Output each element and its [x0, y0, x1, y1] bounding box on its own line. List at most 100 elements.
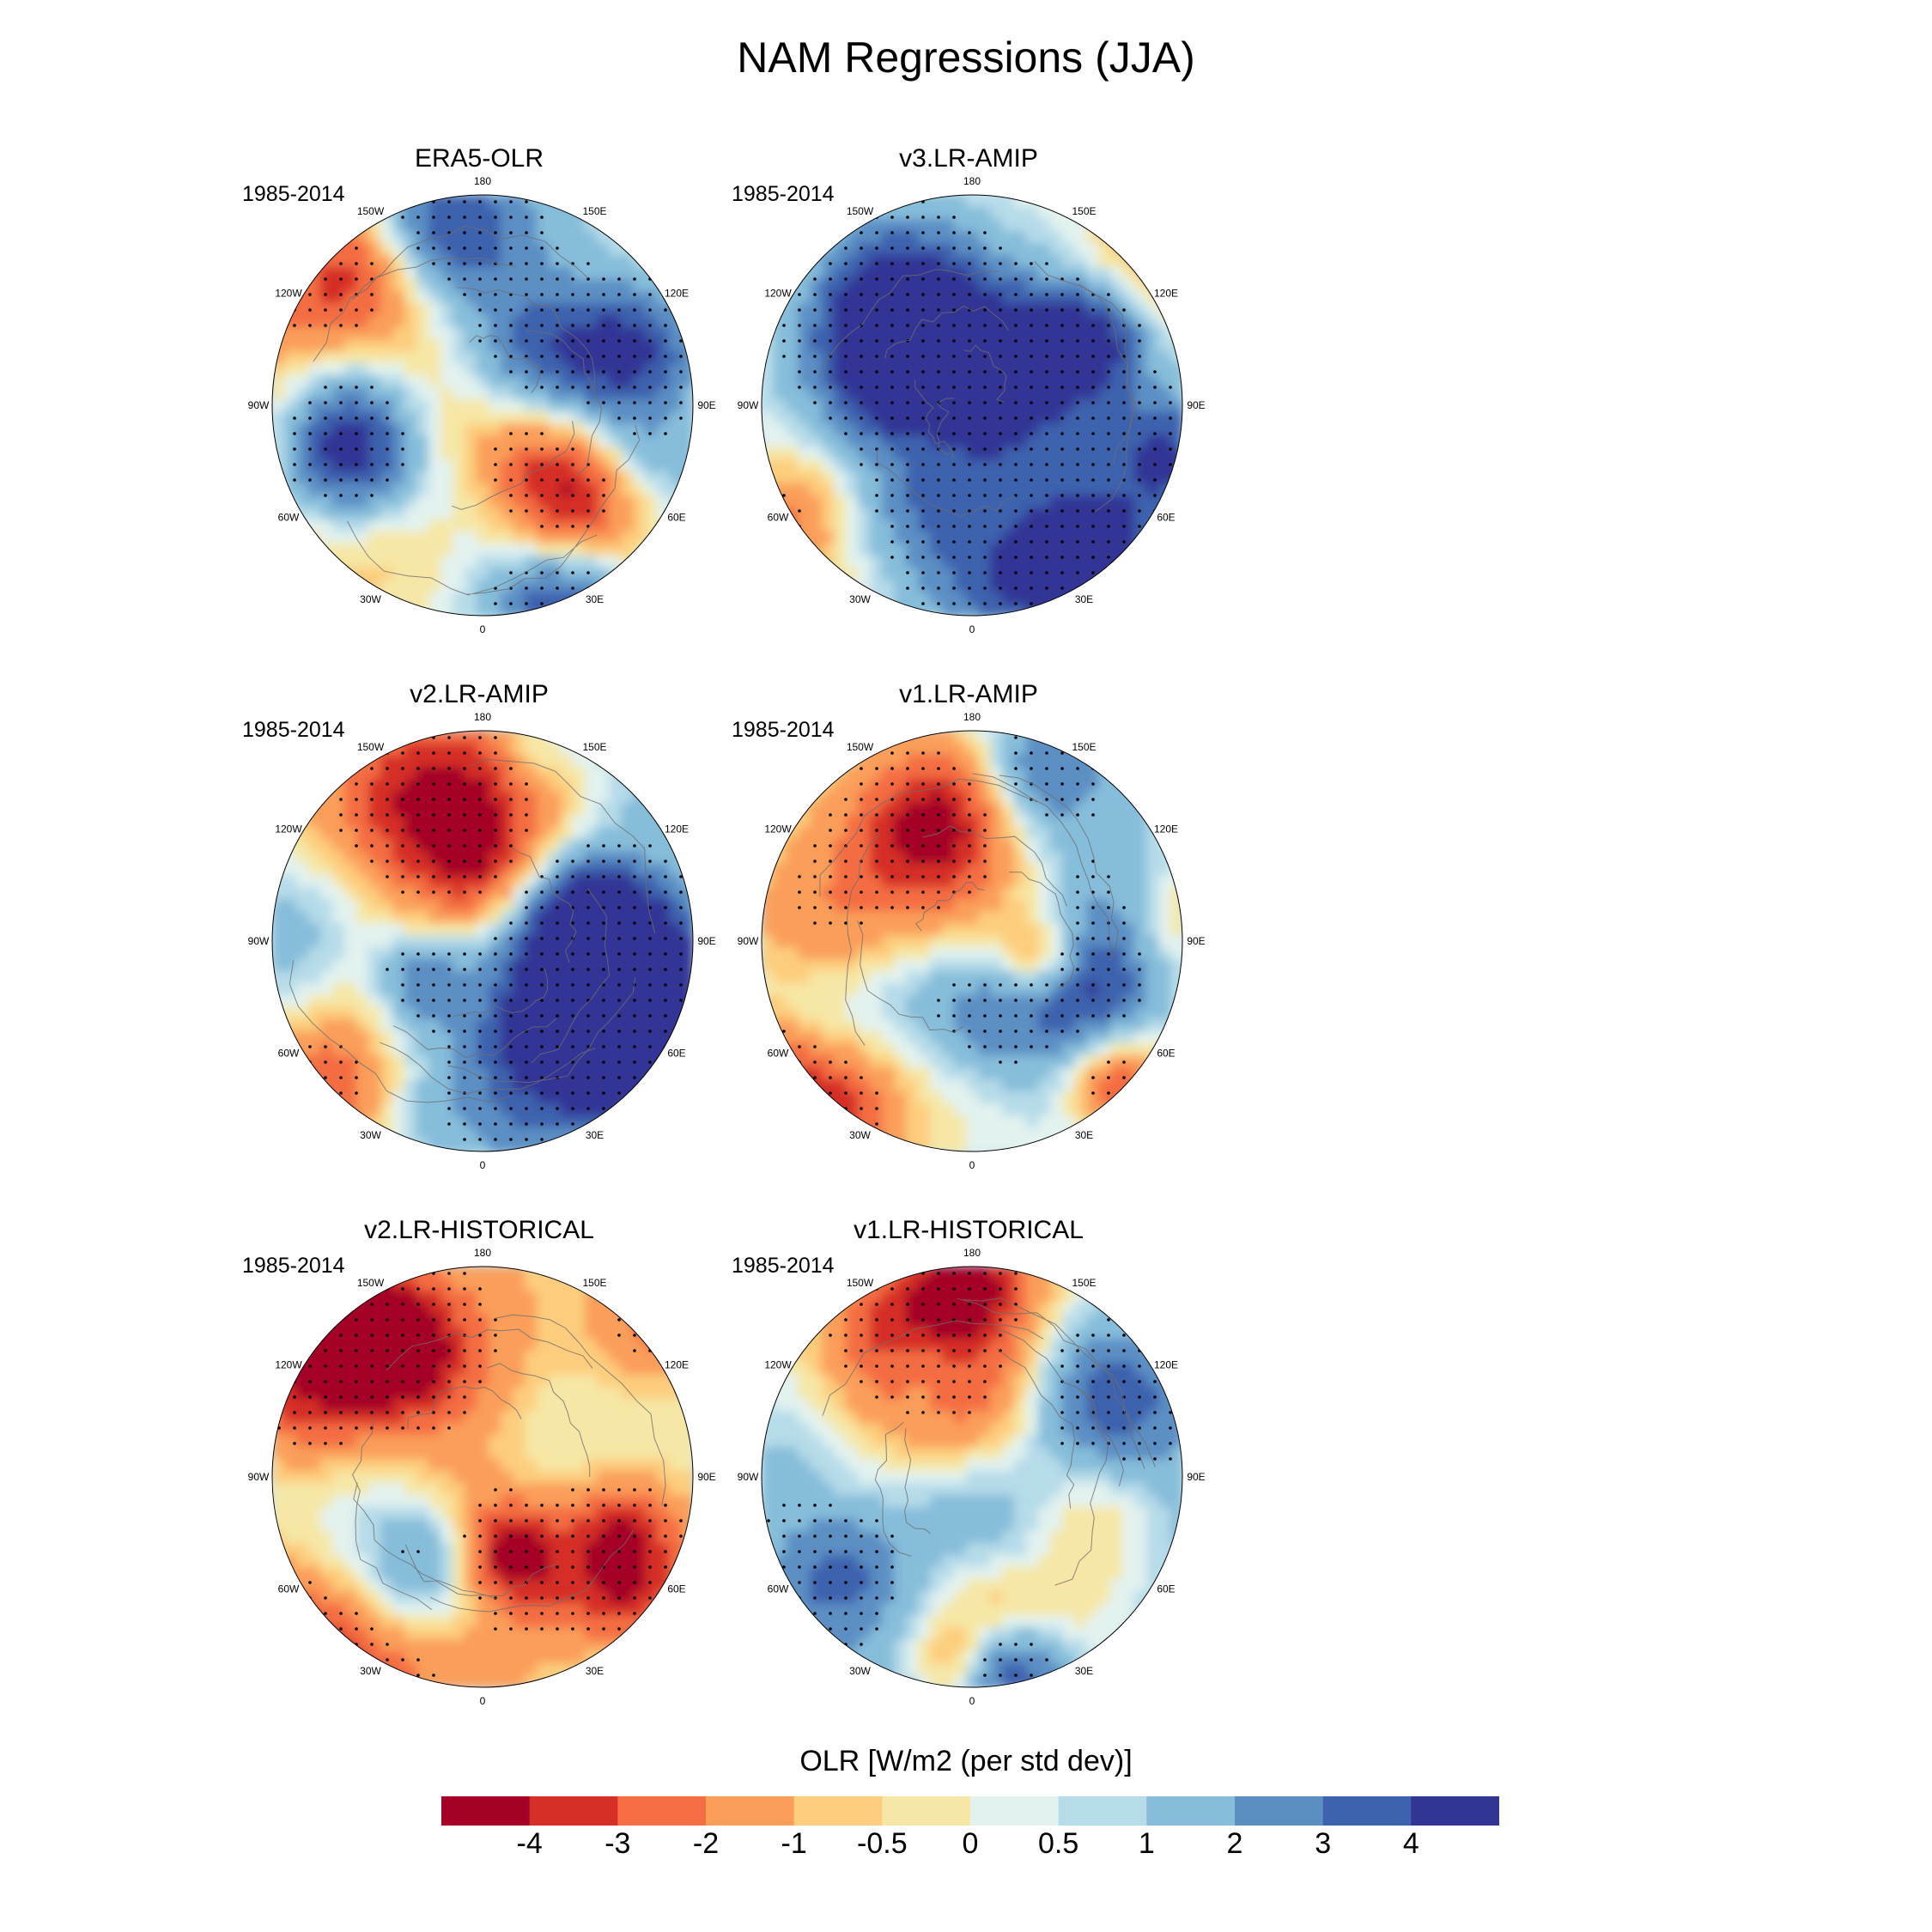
colorbar-swatch — [1235, 1796, 1324, 1826]
colorbar-tick-label: 3 — [1315, 1827, 1332, 1860]
panel-title: ERA5-OLR — [414, 144, 544, 173]
colorbar-tick-label: -1 — [781, 1827, 807, 1860]
longitude-label: 30E — [586, 593, 604, 605]
colorbar-tick-label: -3 — [605, 1827, 631, 1860]
longitude-label: 150E — [1072, 205, 1096, 217]
longitude-label: 60W — [768, 512, 789, 524]
longitude-label: 180 — [474, 711, 491, 723]
colorbar-swatch — [1058, 1796, 1147, 1826]
period-label: 1985-2014 — [242, 1254, 345, 1278]
polar-map: 180 150E 120E 90E 60E 30E 0 30W 60W 90W 120W 150W — [738, 175, 1206, 635]
longitude-label: 90W — [248, 399, 270, 411]
longitude-label: 90E — [1187, 399, 1205, 411]
longitude-label: 30W — [360, 1129, 381, 1141]
colorbar-swatch — [617, 1796, 707, 1826]
polar-map: 180 150E 120E 90E 60E 30E 0 30W 60W 90W 120W 150W — [738, 711, 1206, 1171]
longitude-label: 30W — [360, 1665, 381, 1677]
longitude-label: 0 — [480, 1695, 486, 1707]
longitude-label: 180 — [963, 175, 981, 187]
olr-field — [272, 1267, 693, 1687]
longitude-label: 0 — [480, 1159, 486, 1171]
longitude-label: 90W — [248, 1471, 270, 1483]
longitude-label: 60E — [1157, 1048, 1175, 1060]
colorbar-swatch — [793, 1796, 883, 1826]
longitude-label: 60E — [667, 1583, 685, 1595]
longitude-label: 120E — [665, 823, 689, 835]
longitude-label: 30W — [849, 1665, 871, 1677]
polar-map: 180 150E 120E 90E 60E 30E 0 30W 60W 90W 120W 150W — [248, 711, 716, 1171]
longitude-label: 0 — [969, 1695, 975, 1707]
longitude-label: 30E — [586, 1665, 604, 1677]
longitude-label: 120E — [665, 288, 689, 300]
figure-title: NAM Regressions (JJA) — [737, 33, 1195, 82]
coastlines — [819, 773, 1119, 1046]
map-border — [761, 730, 1183, 1152]
longitude-label: 120W — [275, 823, 302, 835]
panel-title: v1.LR-AMIP — [899, 680, 1038, 708]
longitude-label: 180 — [474, 175, 491, 187]
map-border — [761, 194, 1183, 617]
longitude-label: 150W — [357, 205, 385, 217]
olr-field — [762, 1267, 1182, 1687]
colorbar-tick-label: 2 — [1226, 1827, 1243, 1860]
colorbar-title: OLR [W/m2 (per std dev)] — [799, 1745, 1133, 1777]
polar-map: 180 150E 120E 90E 60E 30E 0 30W 60W 90W 120W 150W — [248, 1247, 716, 1707]
longitude-label: 120E — [1154, 823, 1178, 835]
colorbar-tick-label: 1 — [1138, 1827, 1155, 1860]
longitude-label: 0 — [480, 623, 486, 635]
longitude-label: 30E — [586, 1129, 604, 1141]
longitude-label: 60W — [768, 1583, 789, 1595]
longitude-label: 30W — [849, 1129, 871, 1141]
longitude-label: 60W — [278, 1048, 300, 1060]
longitude-label: 150W — [847, 1277, 874, 1289]
longitude-label: 90W — [738, 399, 759, 411]
olr-field — [762, 195, 1182, 616]
longitude-label: 120W — [275, 1359, 302, 1371]
coastlines — [289, 758, 656, 1103]
longitude-label: 90E — [697, 935, 715, 947]
period-label: 1985-2014 — [732, 1254, 835, 1278]
longitude-label: 120E — [1154, 288, 1178, 300]
colorbar-tick-label: 4 — [1402, 1827, 1419, 1860]
olr-field — [272, 195, 693, 616]
map-panel: 180 150E 120E 90E 60E 30E 0 30W 60W 90W 120W 150W v2… — [239, 680, 720, 1195]
colorbar-swatch — [441, 1796, 531, 1826]
longitude-label: 90E — [1187, 1471, 1205, 1483]
longitude-label: 150W — [847, 205, 874, 217]
longitude-label: 60E — [667, 512, 685, 524]
map-border — [271, 1266, 694, 1688]
olr-field — [762, 731, 1182, 1151]
longitude-label: 0 — [969, 1159, 975, 1171]
map-border — [271, 730, 694, 1152]
longitude-label: 90E — [697, 399, 715, 411]
map-border — [761, 1266, 1183, 1688]
polar-map: 180 150E 120E 90E 60E 30E 0 30W 60W 90W 120W 150W — [248, 175, 716, 635]
panel-title: v2.LR-AMIP — [410, 680, 549, 708]
longitude-label: 120E — [665, 1359, 689, 1371]
colorbar-swatch — [882, 1796, 971, 1826]
longitude-label: 60W — [278, 512, 300, 524]
longitude-label: 60E — [667, 1048, 685, 1060]
colorbar-swatch — [970, 1796, 1060, 1826]
colorbar-swatch — [529, 1796, 618, 1826]
longitude-label: 120W — [275, 288, 302, 300]
olr-field — [272, 731, 693, 1151]
map-panel: 180 150E 120E 90E 60E 30E 0 30W 60W 90W 120W 150W v3… — [728, 144, 1209, 659]
longitude-label: 30E — [1075, 1129, 1093, 1141]
longitude-label: 150E — [582, 1277, 606, 1289]
colorbar — [441, 1796, 1499, 1826]
longitude-label: 150W — [357, 1277, 385, 1289]
longitude-label: 150E — [1072, 741, 1096, 753]
coastlines — [818, 261, 1137, 518]
colorbar-swatch — [1146, 1796, 1236, 1826]
longitude-label: 90E — [697, 1471, 715, 1483]
longitude-label: 150W — [847, 741, 874, 753]
longitude-label: 180 — [963, 711, 981, 723]
longitude-label: 60W — [278, 1583, 300, 1595]
longitude-label: 90W — [248, 935, 270, 947]
longitude-label: 30W — [360, 593, 381, 605]
period-label: 1985-2014 — [732, 182, 835, 206]
colorbar-tick-label: -0.5 — [857, 1827, 908, 1860]
longitude-label: 90E — [1187, 935, 1205, 947]
